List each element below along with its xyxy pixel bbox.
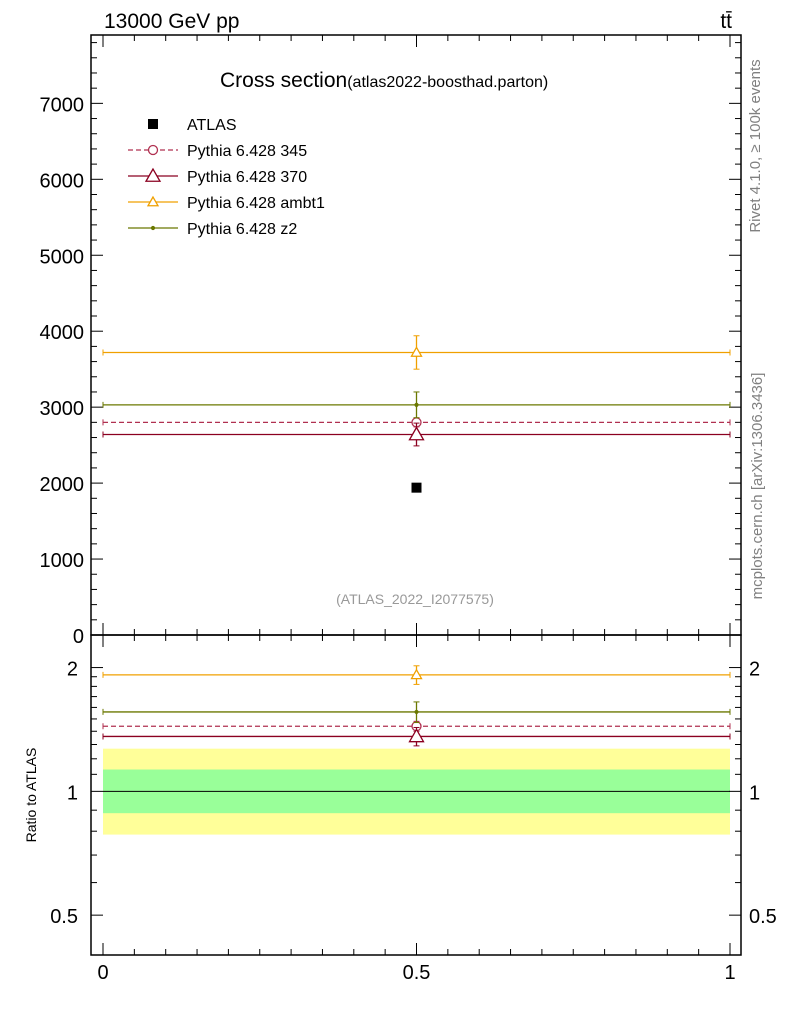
data-point: [411, 482, 422, 493]
legend-label: Pythia 6.428 345: [187, 143, 307, 160]
legend-marker: [150, 225, 156, 231]
legend-marker: [146, 195, 160, 207]
x-tick-label: 1: [724, 962, 735, 984]
y-tick-label: 4000: [40, 322, 85, 344]
header-right: tt̄: [720, 10, 732, 33]
ratio-point: [414, 709, 419, 715]
legend-data-marker: [148, 119, 158, 129]
legend-marker: [147, 144, 159, 156]
ratio-tick-label-right: 0.5: [749, 906, 777, 928]
ratio-point: [410, 668, 423, 680]
header-left: 13000 GeV pp: [104, 10, 239, 33]
mcplots-label: mcplots.cern.ch [arXiv:1306.3436]: [749, 373, 766, 600]
series-point: [410, 346, 423, 357]
y-tick-label: 1000: [40, 550, 85, 572]
y-tick-label: 6000: [40, 170, 85, 192]
rivet-label: Rivet 4.1.0, ≥ 100k events: [747, 59, 764, 232]
chart-subtitle: (atlas2022-boosthad.parton): [347, 74, 548, 91]
series-point: [408, 426, 425, 441]
ratio-tick-label: 0.5: [50, 906, 78, 928]
plot-layer: 0 1000 2000 3000 4000 5000 6000 7000 0.5 0.5 1 1 2 2 0…: [40, 34, 777, 984]
chart-title-main: Cross section: [220, 69, 347, 92]
legend-label: Pythia 6.428 ambt1: [187, 195, 325, 212]
y-tick-label: 0: [73, 626, 84, 648]
y-tick-label: 7000: [40, 94, 85, 116]
chart-title: Cross section(atlas2022-boosthad.parton): [220, 69, 548, 92]
y-tick-label: 3000: [40, 398, 85, 420]
y-tick-label: 5000: [40, 246, 85, 268]
legend-label: Pythia 6.428 z2: [187, 221, 297, 238]
ratio-tick-label-right: 1: [749, 782, 760, 804]
ratio-tick-label-right: 2: [749, 659, 760, 681]
legend-data-label: ATLAS: [187, 117, 237, 134]
x-tick-label: 0: [97, 962, 108, 984]
legend-marker: [144, 167, 162, 182]
ratio-tick-label: 2: [67, 659, 78, 681]
watermark: (ATLAS_2022_I2077575): [336, 591, 494, 607]
ratio-point: [408, 728, 425, 743]
legend-label: Pythia 6.428 370: [187, 169, 307, 186]
ratio-tick-label: 1: [67, 782, 78, 804]
x-tick-label: 0.5: [403, 962, 431, 984]
series-point: [414, 402, 419, 407]
ratio-ylabel: Ratio to ATLAS: [23, 748, 39, 843]
y-tick-label: 2000: [40, 474, 85, 496]
